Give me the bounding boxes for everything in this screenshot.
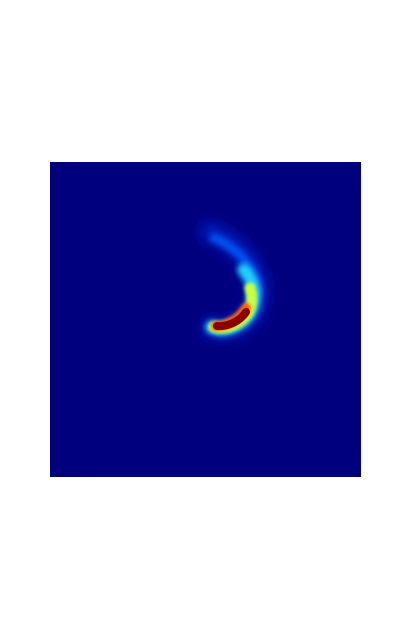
crescent-blob bbox=[200, 222, 269, 340]
red-core bbox=[213, 308, 250, 331]
heatmap-background bbox=[50, 162, 361, 477]
